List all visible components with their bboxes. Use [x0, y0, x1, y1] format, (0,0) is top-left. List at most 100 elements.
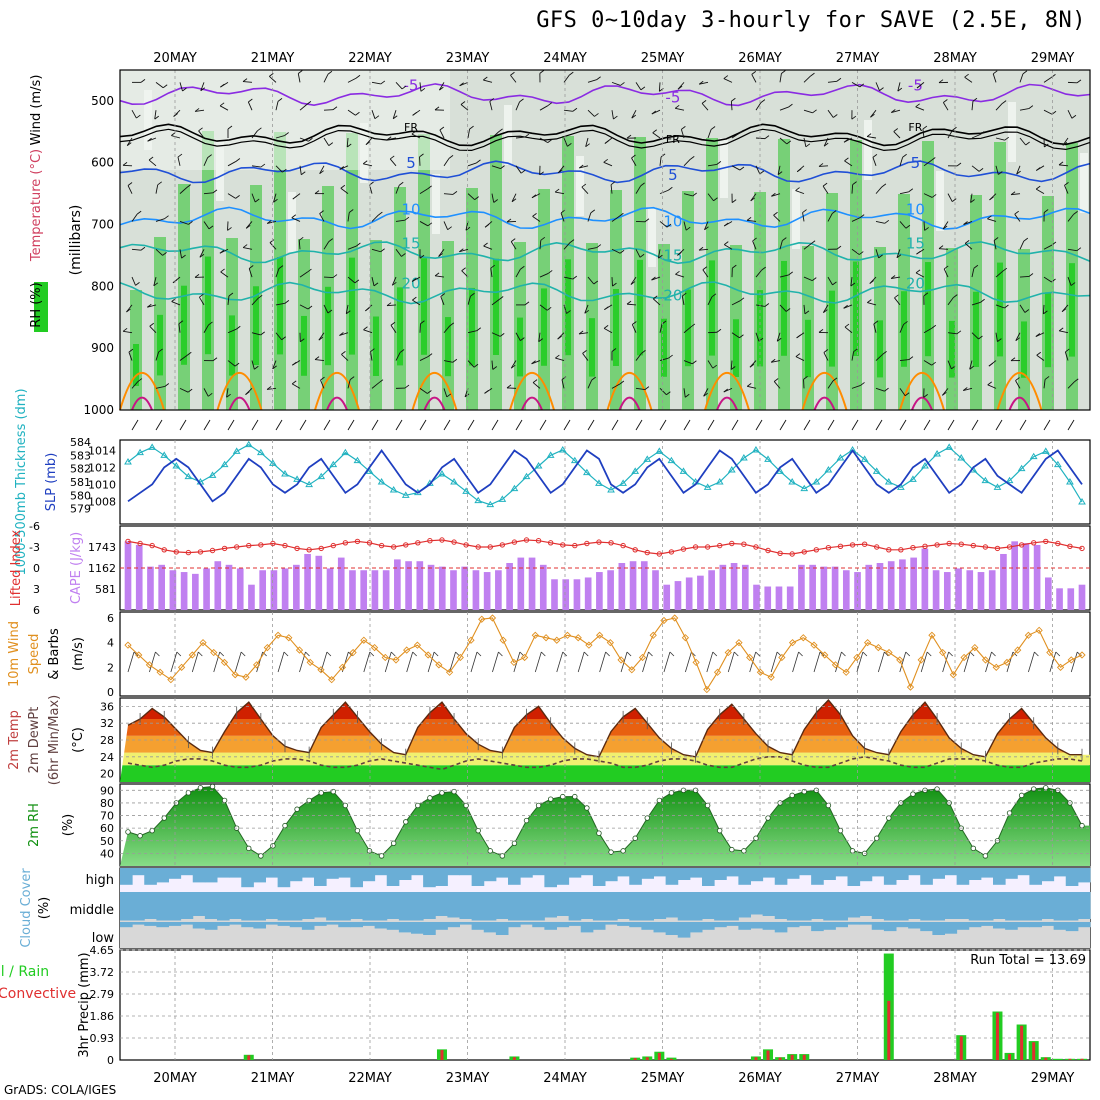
lifted-index-point — [390, 544, 397, 550]
lifted-index-point — [209, 547, 216, 554]
legend-wind: Wind (m/s) — [29, 75, 44, 146]
cloud-bar — [641, 868, 654, 879]
wind-barb-flag — [208, 225, 214, 230]
cape-bar — [371, 570, 379, 610]
wind-barb-flag — [346, 310, 351, 315]
wind-barb-flag — [804, 310, 810, 315]
isotherm-label: 5 — [668, 166, 678, 184]
thickness-point — [510, 484, 519, 492]
wind-barb-flag — [228, 292, 234, 297]
wind-barb — [251, 193, 256, 203]
rh-dry-patch — [648, 207, 656, 267]
isotherm-hot — [326, 396, 348, 411]
rh-dry-patch — [216, 141, 224, 201]
wind-barb-flag — [716, 161, 722, 165]
wind-barb-flag — [1061, 308, 1067, 313]
wind-barb-flag — [1001, 100, 1007, 104]
rh-point — [403, 819, 409, 825]
wind-barb-10m — [384, 651, 392, 673]
wind-barb-flag — [126, 308, 131, 313]
wind-barb — [822, 185, 829, 194]
wind-barb — [923, 327, 933, 334]
rh-point — [306, 797, 312, 804]
cape-bar — [281, 568, 289, 610]
wind-barb-flag — [278, 265, 284, 269]
wind-barb — [631, 109, 637, 119]
precip-conv-bar — [633, 1058, 637, 1060]
wind-barb-flag — [760, 99, 766, 103]
wind-barb — [483, 79, 493, 83]
wind-barb — [299, 165, 302, 175]
wind-barb-surface — [875, 419, 883, 431]
wind-barb — [515, 101, 520, 111]
y-tick-rh: 40 — [100, 847, 114, 860]
rh-core — [901, 291, 907, 367]
wind-barb-flag — [492, 366, 498, 370]
wind-speed-point — [863, 639, 872, 647]
thickness-point — [450, 478, 458, 485]
wind-barb-flag — [1015, 337, 1021, 342]
wind-barb-flag — [307, 268, 312, 273]
wind-barb-flag — [749, 363, 755, 368]
cape-bar — [506, 563, 513, 610]
wind-barb-flag — [908, 188, 914, 193]
y-tick-precip: 2.79 — [90, 988, 115, 1001]
wind-barb-flag — [943, 99, 948, 103]
wind-barb-flag — [682, 292, 687, 297]
wind-barb-flag — [803, 376, 808, 380]
wind-speed-point — [628, 666, 636, 674]
cloud-bar — [956, 868, 970, 885]
wind-barb-flag — [873, 320, 879, 325]
cape-bar — [495, 570, 502, 610]
cloud-bar — [180, 922, 194, 925]
wind-speed-point — [681, 634, 690, 642]
wind-barb-flag — [147, 137, 152, 142]
lifted-index-point — [825, 545, 832, 551]
rh-core — [253, 286, 259, 365]
cloud-bar — [944, 922, 958, 934]
cloud-bar — [956, 922, 970, 930]
cloud-level-label: low — [92, 931, 115, 946]
cape-bar — [573, 579, 581, 610]
wind-barb-flag — [427, 390, 432, 394]
wind-barb-flag — [520, 337, 525, 341]
wind-barb-flag — [964, 240, 970, 244]
wind-barb-flag — [732, 264, 737, 269]
lifted-index-point — [922, 543, 928, 549]
wind-barb — [755, 332, 760, 342]
cloud-bar — [896, 868, 909, 880]
lifted-index-point — [644, 549, 650, 556]
cloud-bar — [993, 868, 1006, 885]
rh-point — [620, 848, 626, 854]
wind-barb-flag — [122, 327, 128, 332]
cloud-bar — [835, 868, 848, 877]
wind-barb-surface — [347, 419, 355, 431]
wind-barb — [153, 276, 157, 286]
wind-barb — [179, 354, 188, 361]
wind-barb-flag — [199, 253, 205, 258]
wind-barb — [947, 360, 952, 370]
wind-barb-flag — [1064, 181, 1069, 186]
cloud-bar — [508, 922, 521, 928]
lifted-index-point — [221, 545, 228, 552]
wind-barb-10m — [963, 651, 971, 673]
cloud-bar — [253, 892, 266, 921]
wind-barb-flag — [220, 83, 225, 88]
wind-barb — [851, 81, 861, 88]
cloud-bar — [980, 892, 994, 921]
wind-barb — [267, 221, 277, 224]
cloud-bar — [726, 892, 739, 921]
wind-barb-flag — [904, 392, 910, 397]
wind-barb-flag — [619, 249, 625, 254]
wind-barb-flag — [631, 114, 637, 119]
cloud-bar — [168, 892, 182, 921]
wind-barb — [269, 242, 277, 250]
wind-speed-point — [842, 668, 850, 676]
wind-barb — [1059, 330, 1069, 334]
wind-barb — [1067, 381, 1075, 389]
rh-point — [741, 848, 747, 854]
wind-barb — [443, 360, 453, 363]
wind-speed-point — [799, 634, 807, 642]
cloud-bar — [374, 892, 388, 921]
wind-speed-point — [585, 641, 593, 649]
